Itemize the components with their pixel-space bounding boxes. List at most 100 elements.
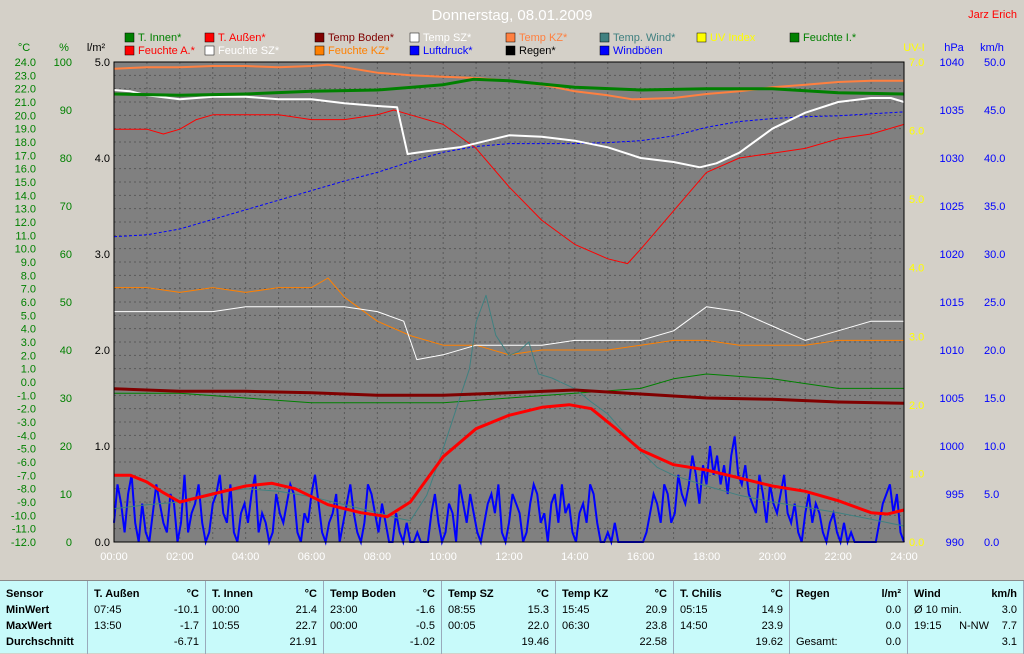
stats-cell-value: 0.0 xyxy=(885,636,901,648)
stats-cell-value: -6.71 xyxy=(173,636,199,648)
axis-tick-uv-1: 6.0 xyxy=(909,126,924,138)
stats-unit: °C xyxy=(536,588,549,600)
stats-cell-value: 23.9 xyxy=(761,620,783,632)
stats-cell-value: 19.62 xyxy=(755,636,783,648)
axis-tick-temp-29: -5.0 xyxy=(17,444,36,456)
stats-cell-label: 00:00 xyxy=(212,604,240,616)
axis-tick-temp-6: 18.0 xyxy=(15,137,36,149)
chart-title: Donnerstag, 08.01.2009 xyxy=(432,7,593,24)
legend-swatch-0 xyxy=(124,32,135,43)
stats-cell-value: -0.5 xyxy=(416,620,435,632)
stats-header: Regen xyxy=(796,588,830,600)
axis-tick-rain-0: 5.0 xyxy=(95,57,110,69)
stats-unit: °C xyxy=(654,588,667,600)
axis-tick-wind-0: 50.0 xyxy=(984,57,1005,69)
legend-swatch-5 xyxy=(599,32,610,43)
axis-tick-humidity-5: 50 xyxy=(60,297,72,309)
stats-cell-label: 23:00 xyxy=(330,604,358,616)
stats-cell-value: 3.1 xyxy=(1001,636,1017,648)
stats-cell-value: 0.0 xyxy=(885,604,901,616)
stats-column-0: Sensor MinWert MaxWert Durchschnitt xyxy=(0,581,88,654)
axis-tick-temp-32: -8.0 xyxy=(17,484,36,496)
axis-tick-temp-17: 7.0 xyxy=(21,284,36,296)
weather-chart: Donnerstag, 08.01.2009 Jarz Erich T. Inn… xyxy=(10,7,1017,563)
legend-label-3: Temp SZ* xyxy=(423,32,472,44)
chart-legend: T. Innen* T. Außen* Temp Boden* Temp SZ* Tem… xyxy=(124,32,857,57)
stats-header: T. Innen xyxy=(212,588,253,600)
axis-tick-uv-4: 3.0 xyxy=(909,331,924,343)
x-tick-10: 20:00 xyxy=(759,551,787,563)
axis-tick-temp-14: 10.0 xyxy=(15,244,36,256)
axis-tick-temp-2: 22.0 xyxy=(15,84,36,96)
axis-tick-temp-34: -10.0 xyxy=(11,510,36,522)
stats-cell-value: 7.7 xyxy=(1001,620,1017,632)
axis-tick-temp-23: 1.0 xyxy=(21,364,36,376)
axis-tick-pressure-8: 1000 xyxy=(940,441,964,453)
series-8 xyxy=(114,306,904,361)
legend-label-10: Feuchte KZ* xyxy=(328,45,390,57)
stats-header: Temp Boden xyxy=(330,588,396,600)
axis-tick-pressure-0: 1040 xyxy=(940,57,964,69)
x-tick-11: 22:00 xyxy=(824,551,852,563)
legend-swatch-1 xyxy=(204,32,215,43)
x-tick-4: 08:00 xyxy=(364,551,392,563)
x-tick-3: 06:00 xyxy=(298,551,326,563)
stats-cell-value: -10.1 xyxy=(173,604,199,616)
axis-tick-temp-0: 24.0 xyxy=(15,57,36,69)
stats-column-6: T. Chilis °C 05:15 14.9 14:50 23.9 19.62 xyxy=(674,581,790,654)
series-10 xyxy=(113,111,905,238)
stats-column-5: Temp KZ °C 15:45 20.9 06:30 23.8 22.58 xyxy=(556,581,674,654)
axis-tick-rain-4: 1.0 xyxy=(95,441,110,453)
stats-header: Temp KZ xyxy=(562,588,609,600)
stats-cell-label: Gesamt: xyxy=(796,636,838,648)
axis-tick-pressure-1: 1035 xyxy=(940,105,964,117)
stats-cell-value: 19.46 xyxy=(521,636,549,648)
axis-tick-humidity-8: 20 xyxy=(60,441,72,453)
stats-cell-label: Ø 10 min. xyxy=(914,604,962,616)
stats-cell-label: MaxWert xyxy=(6,620,52,632)
stats-cell-value: 22.7 xyxy=(295,620,317,632)
axis-tick-temp-27: -3.0 xyxy=(17,417,36,429)
axis-tick-temp-3: 21.0 xyxy=(15,97,36,109)
stats-cell-label: 10:55 xyxy=(212,620,240,632)
stats-cell-label: 19:15 xyxy=(914,620,942,632)
axis-tick-uv-5: 2.0 xyxy=(909,400,924,412)
axis-tick-temp-5: 19.0 xyxy=(15,124,36,136)
axis-tick-temp-35: -11.0 xyxy=(12,524,36,536)
legend-label-13: Windböen xyxy=(613,45,663,57)
axis-tick-wind-7: 15.0 xyxy=(984,393,1005,405)
axis-tick-temp-20: 4.0 xyxy=(21,324,36,336)
series-6 xyxy=(114,373,904,404)
axes-group: °C24.023.022.021.020.019.018.017.016.015… xyxy=(11,42,1006,563)
legend-swatch-4 xyxy=(505,32,516,43)
axis-tick-pressure-10: 990 xyxy=(946,537,964,549)
axis-tick-rain-5: 0.0 xyxy=(95,537,110,549)
x-tick-2: 04:00 xyxy=(232,551,260,563)
stats-unit: l/m² xyxy=(881,588,901,600)
axis-unit-rain: l/m² xyxy=(87,42,106,54)
stats-cell-label: Durchschnitt xyxy=(6,636,74,648)
stats-cell-label: 00:00 xyxy=(330,620,358,632)
axis-tick-temp-8: 16.0 xyxy=(15,164,36,176)
series-9 xyxy=(114,277,904,356)
axis-tick-temp-4: 20.0 xyxy=(15,110,36,122)
axis-tick-temp-31: -7.0 xyxy=(17,470,36,482)
x-tick-12: 24:00 xyxy=(890,551,918,563)
stats-cell-value: 22.58 xyxy=(639,636,667,648)
axis-tick-temp-7: 17.0 xyxy=(15,150,36,162)
legend-label-1: T. Außen* xyxy=(218,32,266,44)
x-tick-6: 12:00 xyxy=(495,551,523,563)
stats-cell-label: 13:50 xyxy=(94,620,122,632)
axis-tick-temp-10: 14.0 xyxy=(15,190,36,202)
axis-tick-temp-11: 13.0 xyxy=(15,204,36,216)
axis-tick-pressure-7: 1005 xyxy=(940,393,964,405)
stats-unit: °C xyxy=(422,588,435,600)
stats-cell-value: 14.9 xyxy=(761,604,783,616)
stats-column-7: Regen l/m² 0.0 0.0 Gesamt: 0.0 xyxy=(790,581,908,654)
stats-cell-value: 22.0 xyxy=(527,620,549,632)
axis-tick-pressure-9: 995 xyxy=(946,489,964,501)
axis-tick-wind-2: 40.0 xyxy=(984,153,1005,165)
stats-cell-label: 14:50 xyxy=(680,620,708,632)
gridlines xyxy=(114,62,904,542)
